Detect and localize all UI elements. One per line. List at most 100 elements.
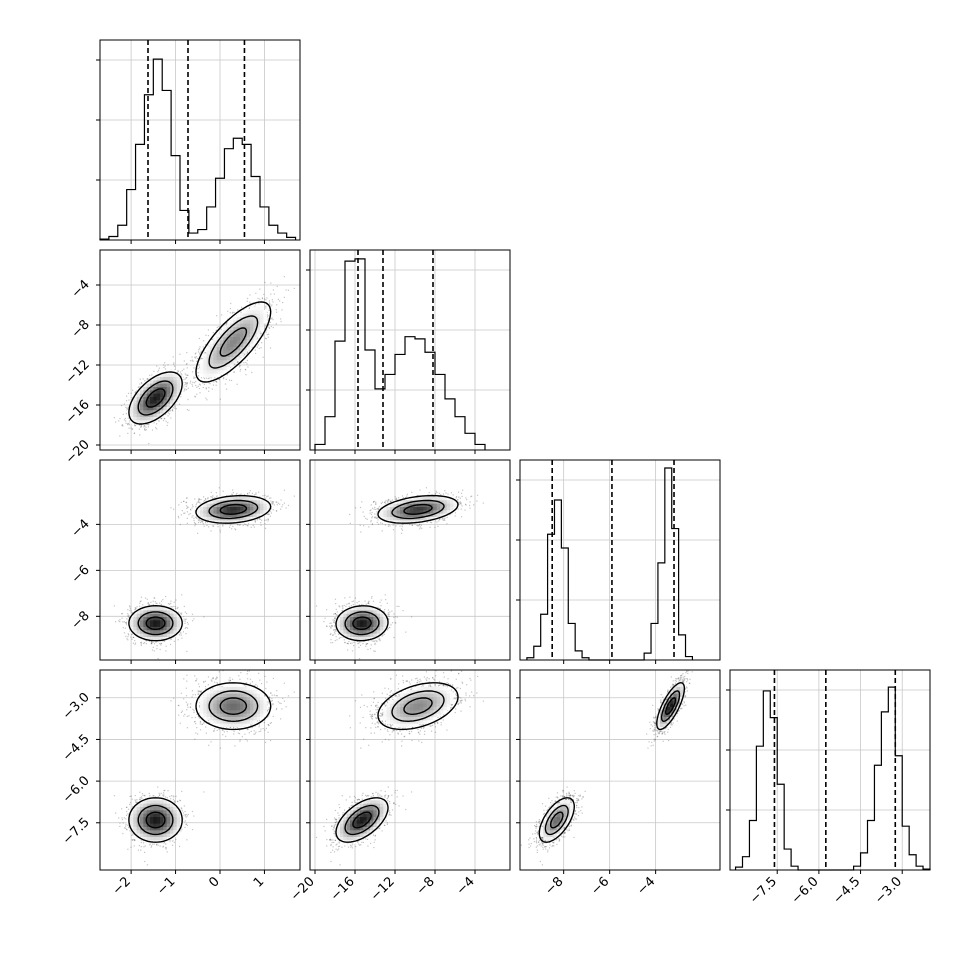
point (270, 305, 272, 307)
point (232, 311, 234, 314)
point (171, 606, 173, 608)
density-cell (156, 410, 161, 414)
point (211, 338, 213, 340)
point (183, 360, 185, 362)
point (183, 385, 185, 387)
point (125, 622, 127, 624)
point (139, 434, 141, 436)
point (146, 378, 148, 380)
density-cell (253, 310, 257, 314)
density-cell (176, 390, 181, 394)
density-cell (133, 413, 137, 417)
point (186, 650, 188, 652)
density-cell (166, 376, 171, 381)
point (251, 346, 253, 349)
density-cell (153, 406, 157, 411)
density-cell (146, 380, 151, 384)
density-cell (240, 330, 244, 334)
point (158, 420, 160, 422)
point (174, 407, 176, 409)
point (148, 603, 150, 605)
point (246, 359, 249, 362)
panel-1-1 (306, 249, 511, 454)
point (186, 362, 188, 365)
point (152, 600, 154, 602)
point (127, 614, 129, 616)
density-cell (226, 330, 231, 334)
point (123, 403, 125, 405)
density-cell (236, 323, 241, 327)
contour-line (145, 388, 166, 408)
density-cell (206, 350, 211, 354)
density-cell (256, 330, 261, 334)
point (136, 606, 138, 608)
point (148, 424, 150, 426)
density-cell (170, 376, 174, 381)
point (140, 425, 142, 427)
point (121, 424, 124, 426)
point (239, 370, 241, 372)
point (246, 351, 248, 354)
point (249, 301, 251, 303)
density-cell (240, 336, 244, 341)
point (128, 420, 131, 422)
density-cell (146, 410, 151, 414)
point (243, 362, 245, 364)
point (272, 301, 274, 303)
point (259, 298, 261, 300)
point (131, 633, 133, 636)
density-cell (163, 410, 167, 414)
density-cell (166, 400, 171, 404)
point (134, 391, 136, 394)
point (132, 389, 134, 391)
point (131, 428, 133, 430)
point (122, 621, 124, 623)
density-cell (160, 373, 164, 377)
point (239, 364, 241, 367)
point (148, 442, 150, 445)
point (265, 331, 267, 333)
density-cell (173, 390, 177, 394)
density-cell (136, 393, 141, 397)
point (127, 633, 129, 635)
density-cell (226, 323, 231, 327)
point (203, 376, 205, 378)
point (183, 368, 185, 370)
point (140, 641, 143, 643)
point (211, 388, 213, 390)
point (190, 360, 192, 362)
point (154, 597, 156, 599)
point (122, 627, 124, 629)
density-cell (156, 406, 161, 411)
point (268, 309, 270, 311)
point (257, 297, 259, 300)
point (184, 618, 186, 621)
density-cell (246, 316, 251, 321)
point (159, 648, 161, 651)
density-cell (243, 336, 247, 341)
point (177, 370, 179, 373)
density-cell (210, 356, 214, 361)
point (260, 347, 262, 349)
density-cell (240, 313, 244, 317)
point (178, 634, 181, 636)
density-cell (200, 363, 204, 367)
density-cell (160, 410, 164, 414)
point (125, 406, 127, 408)
point (131, 397, 133, 399)
density-cell (246, 346, 251, 351)
point (127, 432, 129, 434)
point (251, 371, 253, 374)
density-cell (163, 383, 167, 387)
point (164, 413, 167, 416)
panel-content (113, 276, 295, 445)
point (207, 329, 210, 331)
point (127, 639, 129, 641)
point (225, 322, 228, 325)
density-cell (133, 410, 137, 414)
density-cell (176, 376, 181, 381)
density-cell (213, 336, 217, 341)
point (248, 307, 250, 310)
panel-1-0 (96, 249, 301, 454)
point (128, 605, 131, 607)
